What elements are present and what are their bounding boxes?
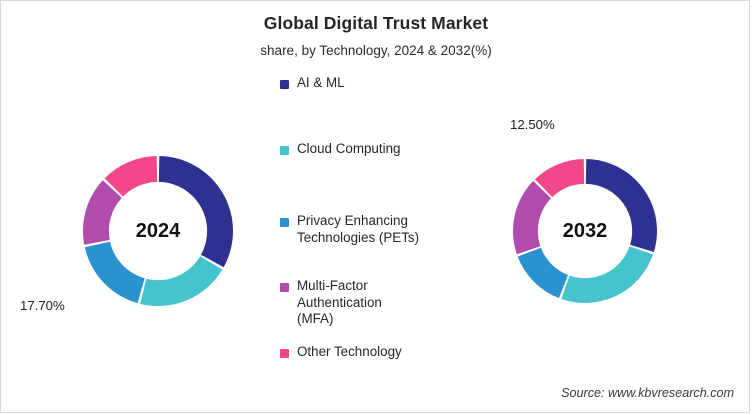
donut-segment-cloud-computing[interactable]: [561, 246, 654, 303]
legend-item-label: Cloud Computing: [297, 141, 401, 156]
donut-segment-multi-factor-authentication-mfa[interactable]: [513, 180, 552, 255]
donut-segment-other-technology[interactable]: [534, 159, 585, 198]
legend-swatch-icon: [280, 80, 289, 89]
legend-item-label: Privacy Enhancing Technologies (PETs): [297, 213, 420, 245]
source-attribution: Source: www.kbvresearch.com: [561, 386, 734, 400]
donut-chart-2032: 2032: [513, 159, 657, 303]
legend-swatch-icon: [280, 146, 289, 155]
data-label-2024-pets: 17.70%: [20, 298, 65, 313]
legend-swatch-icon: [280, 283, 289, 292]
legend-item-3[interactable]: Multi-Factor Authentication (MFA): [280, 278, 480, 328]
donut-segment-ai-ml[interactable]: [158, 156, 233, 268]
chart-title: Global Digital Trust Market: [263, 13, 489, 33]
donut-svg-2024: [83, 156, 233, 306]
legend-item-0[interactable]: AI & ML: [280, 75, 480, 92]
donut-segment-privacy-enhancing-technologies-pets[interactable]: [84, 241, 145, 304]
legend-item-label: Multi-Factor Authentication (MFA): [297, 278, 382, 326]
legend-item-2[interactable]: Privacy Enhancing Technologies (PETs): [280, 213, 480, 246]
legend-item-label: AI & ML: [297, 75, 345, 90]
legend-item-4[interactable]: Other Technology: [280, 344, 480, 361]
legend-item-label: Other Technology: [297, 344, 402, 359]
donut-segment-ai-ml[interactable]: [585, 159, 657, 253]
donut-segment-other-technology[interactable]: [104, 156, 158, 197]
legend-item-1[interactable]: Cloud Computing: [280, 141, 480, 158]
donut-chart-2024: 2024: [83, 156, 233, 306]
donut-segment-privacy-enhancing-technologies-pets[interactable]: [517, 247, 568, 299]
donut-svg-2032: [513, 159, 657, 303]
legend-swatch-icon: [280, 218, 289, 227]
data-label-2032-other: 12.50%: [510, 117, 555, 132]
legend-swatch-icon: [280, 349, 289, 358]
chart-subtitle: share, by Technology, 2024 & 2032(%): [260, 43, 492, 58]
donut-segment-multi-factor-authentication-mfa[interactable]: [83, 180, 122, 245]
donut-segment-cloud-computing[interactable]: [140, 256, 223, 306]
